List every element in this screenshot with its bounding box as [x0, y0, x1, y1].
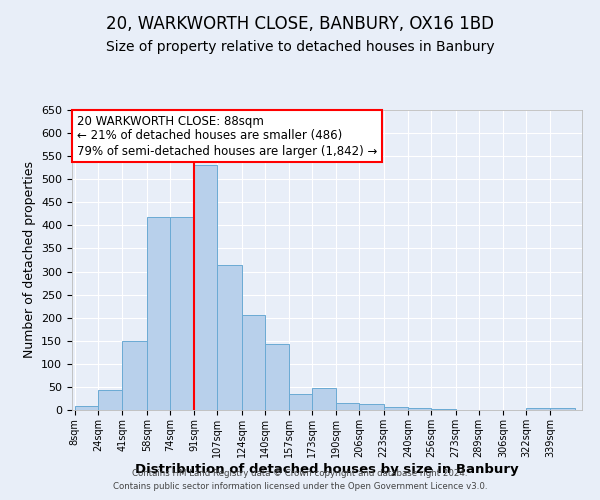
Bar	[194, 166, 217, 410]
Bar	[217, 264, 242, 410]
X-axis label: Distribution of detached houses by size in Banbury: Distribution of detached houses by size …	[135, 462, 519, 475]
Y-axis label: Number of detached properties: Number of detached properties	[23, 162, 35, 358]
Bar	[337, 403, 359, 410]
Bar	[384, 407, 408, 410]
Bar	[289, 394, 312, 410]
Bar	[170, 217, 194, 410]
Bar	[98, 390, 122, 410]
Text: Size of property relative to detached houses in Banbury: Size of property relative to detached ho…	[106, 40, 494, 54]
Bar	[550, 408, 575, 410]
Bar	[242, 316, 265, 410]
Text: 20, WARKWORTH CLOSE, BANBURY, OX16 1BD: 20, WARKWORTH CLOSE, BANBURY, OX16 1BD	[106, 15, 494, 33]
Text: Contains HM Land Registry data © Crown copyright and database right 2024.: Contains HM Land Registry data © Crown c…	[132, 468, 468, 477]
Bar	[408, 408, 431, 410]
Text: 20 WARKWORTH CLOSE: 88sqm
← 21% of detached houses are smaller (486)
79% of semi: 20 WARKWORTH CLOSE: 88sqm ← 21% of detac…	[77, 114, 377, 158]
Bar	[359, 404, 384, 410]
Bar	[431, 409, 455, 410]
Bar	[122, 341, 147, 410]
Text: Contains public sector information licensed under the Open Government Licence v3: Contains public sector information licen…	[113, 482, 487, 491]
Bar	[526, 408, 550, 410]
Bar	[75, 406, 98, 410]
Bar	[147, 217, 170, 410]
Bar	[312, 388, 337, 410]
Bar	[265, 344, 289, 410]
